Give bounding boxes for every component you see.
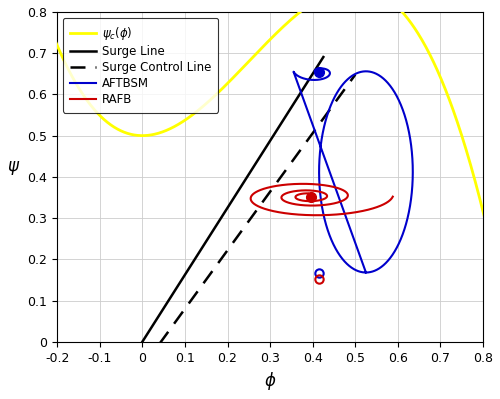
$\psi_c(\phi)$ <box>432 61 438 66</box>
Y-axis label: $\psi$: $\psi$ <box>7 159 20 177</box>
Line: Surge Line: Surge Line <box>142 57 324 342</box>
AFTBSM <box>320 207 326 212</box>
Line: Surge Control Line: Surge Control Line <box>160 75 356 344</box>
RAFB <box>294 197 300 201</box>
Surge Line <box>150 322 156 327</box>
$\psi_c(\phi)$ <box>306 3 312 8</box>
Surge Control Line <box>342 86 348 91</box>
$\psi_c(\phi)$ <box>73 81 79 86</box>
AFTBSM <box>318 70 324 75</box>
Surge Control Line <box>168 325 174 330</box>
Surge Line <box>140 340 145 344</box>
Line: $\psi_c(\phi)$: $\psi_c(\phi)$ <box>48 0 496 267</box>
AFTBSM <box>316 180 322 185</box>
RAFB <box>248 196 254 201</box>
AFTBSM <box>363 270 369 275</box>
AFTBSM <box>318 70 324 75</box>
Surge Control Line <box>336 95 342 100</box>
$\psi_c(\phi)$ <box>386 0 392 2</box>
AFTBSM <box>318 66 324 71</box>
RAFB <box>340 198 346 203</box>
Surge Line <box>188 264 194 269</box>
RAFB <box>306 191 312 196</box>
Legend: $\psi_c(\phi)$, Surge Line, Surge Control Line, AFTBSM, RAFB: $\psi_c(\phi)$, Surge Line, Surge Contro… <box>63 18 218 113</box>
X-axis label: $\phi$: $\phi$ <box>264 370 276 392</box>
RAFB <box>314 213 320 217</box>
Surge Control Line <box>193 291 199 296</box>
AFTBSM <box>318 69 324 74</box>
Surge Control Line <box>352 72 358 77</box>
RAFB <box>302 191 308 196</box>
Surge Line <box>173 286 179 291</box>
RAFB <box>300 182 306 186</box>
Line: RAFB: RAFB <box>250 184 393 215</box>
AFTBSM <box>318 66 324 71</box>
Surge Line <box>312 69 318 74</box>
Surge Control Line <box>156 342 162 346</box>
Surge Line <box>320 55 326 59</box>
RAFB <box>321 203 327 207</box>
$\psi_c(\phi)$ <box>46 22 52 27</box>
Surge Line <box>146 328 152 333</box>
AFTBSM <box>387 256 393 261</box>
$\psi_c(\phi)$ <box>493 264 499 269</box>
RAFB <box>280 210 285 215</box>
Surge Line <box>305 79 311 84</box>
Surge Control Line <box>208 270 214 275</box>
RAFB <box>390 194 396 199</box>
Line: AFTBSM: AFTBSM <box>294 68 413 273</box>
Surge Control Line <box>164 331 170 336</box>
